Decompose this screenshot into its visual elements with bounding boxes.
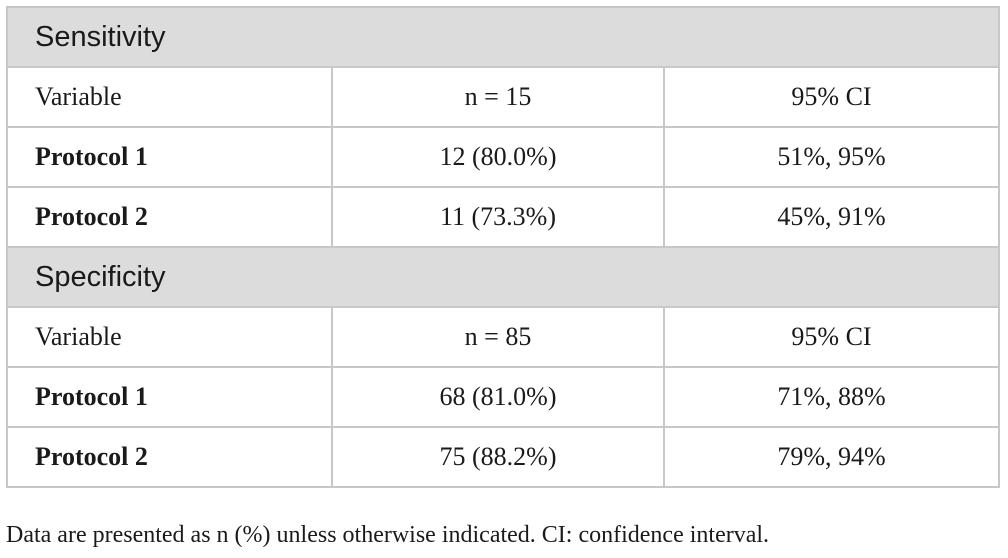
n-header: n = 15: [331, 66, 665, 128]
table-row: Protocol 2 11 (73.3%) 45%, 91%: [6, 186, 1001, 248]
table-row: Protocol 2 75 (88.2%) 79%, 94%: [6, 426, 1001, 488]
section-header-row: Sensitivity: [5, 6, 1001, 68]
variable-header: Variable: [6, 66, 333, 128]
table-row: Protocol 1 68 (81.0%) 71%, 88%: [6, 366, 1001, 428]
table-footnote: Data are presented as n (%) unless other…: [6, 522, 770, 548]
column-header-row: Variable n = 85 95% CI: [6, 306, 1001, 368]
row-value: 12 (80.0%): [331, 126, 665, 188]
row-label: Protocol 2: [6, 186, 333, 248]
row-ci: 45%, 91%: [662, 186, 1001, 248]
results-table: Sensitivity Variable n = 15 95% CI Proto…: [5, 6, 1001, 488]
ci-header: 95% CI: [662, 66, 1001, 128]
table-row: Protocol 1 12 (80.0%) 51%, 95%: [6, 126, 1001, 188]
row-label: Protocol 2: [6, 426, 333, 488]
ci-header: 95% CI: [662, 306, 1001, 368]
n-header: n = 85: [331, 306, 665, 368]
section-title: Sensitivity: [5, 6, 1001, 68]
row-ci: 79%, 94%: [662, 426, 1001, 488]
row-ci: 71%, 88%: [662, 366, 1001, 428]
row-label: Protocol 1: [6, 366, 333, 428]
row-value: 68 (81.0%): [331, 366, 665, 428]
row-label: Protocol 1: [6, 126, 333, 188]
variable-header: Variable: [6, 306, 333, 368]
section-title: Specificity: [5, 246, 1001, 308]
section-header-row: Specificity: [5, 246, 1001, 308]
row-value: 75 (88.2%): [331, 426, 665, 488]
row-ci: 51%, 95%: [662, 126, 1001, 188]
row-value: 11 (73.3%): [331, 186, 665, 248]
results-table-container: Sensitivity Variable n = 15 95% CI Proto…: [5, 6, 1001, 488]
column-header-row: Variable n = 15 95% CI: [6, 66, 1001, 128]
